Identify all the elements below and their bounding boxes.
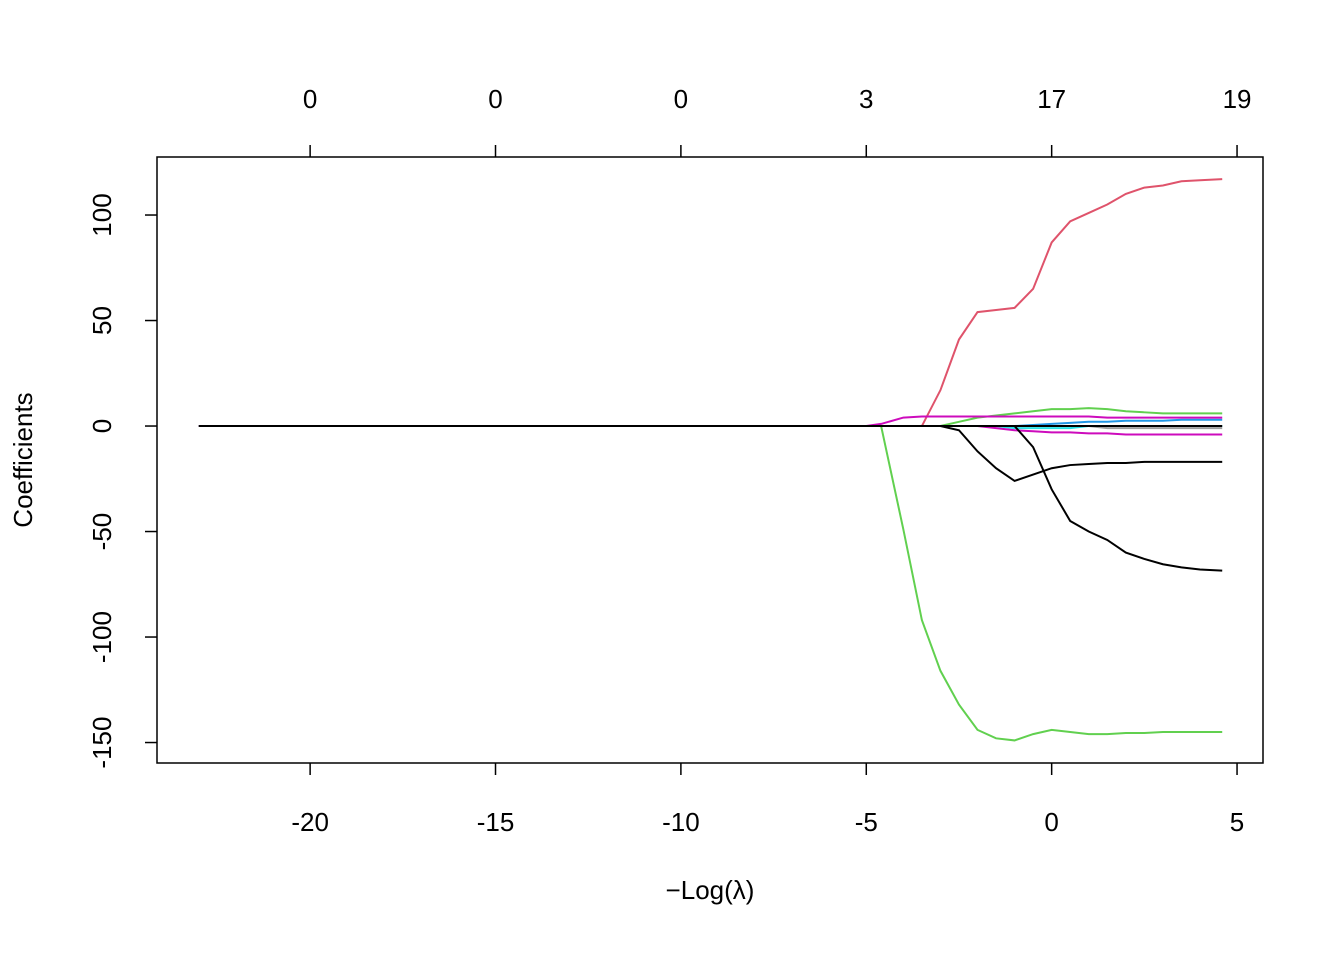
series-line	[198, 178, 1223, 428]
x2-tick-label: 0	[674, 84, 688, 114]
series-line	[198, 425, 1223, 742]
series-line	[198, 415, 1223, 428]
x2-tick-label: 17	[1037, 84, 1066, 114]
y-tick-label: 100	[87, 193, 117, 236]
series-line	[198, 425, 1223, 572]
y-tick-label: 0	[87, 419, 117, 433]
plot-frame	[156, 156, 1264, 764]
x-tick-label: -20	[291, 807, 329, 837]
x2-tick-label: 3	[859, 84, 873, 114]
x-tick-label: 5	[1230, 807, 1244, 837]
series-line	[198, 425, 1223, 482]
y-tick-label: -150	[87, 717, 117, 769]
x-axis-label: −Log(λ)	[666, 875, 755, 905]
x-tick-label: 0	[1044, 807, 1058, 837]
x2-tick-label: 19	[1223, 84, 1252, 114]
x2-tick-label: 0	[303, 84, 317, 114]
y-tick-label: 50	[87, 306, 117, 335]
x-tick-label: -5	[855, 807, 878, 837]
x-tick-label: -15	[477, 807, 515, 837]
y-tick-label: -100	[87, 611, 117, 663]
x2-tick-label: 0	[488, 84, 502, 114]
y-tick-label: -50	[87, 513, 117, 551]
x-tick-label: -10	[662, 807, 700, 837]
y-axis-label: Coefficients	[8, 392, 38, 527]
